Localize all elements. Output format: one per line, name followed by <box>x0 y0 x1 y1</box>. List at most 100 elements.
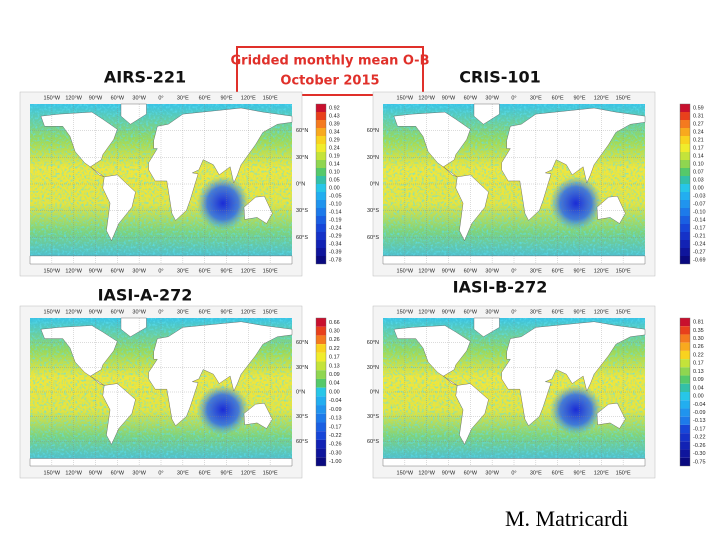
colorbar-segment <box>680 400 690 409</box>
colorbar-label: 0.59 <box>693 105 704 111</box>
colorbar-label: -0.26 <box>693 443 706 449</box>
colorbar-label: 0.26 <box>693 344 704 350</box>
colorbar-segment <box>316 387 326 397</box>
colorbar-frame <box>315 317 327 467</box>
lon-label: 60°E <box>199 268 211 274</box>
map-panel: 150°W 150°W 120°W 120°W 90°W 90°W 60°W 60°W 30°W… <box>367 305 706 479</box>
colorbar-segment <box>316 431 326 440</box>
continent <box>243 195 273 224</box>
colorbar-label: 0.29 <box>329 137 340 143</box>
lon-label: 0° <box>158 95 163 101</box>
colorbar-segment <box>680 441 690 450</box>
lon-label: 90°E <box>574 470 586 476</box>
lon-label: 150°W <box>44 309 61 315</box>
colorbar-segment <box>316 361 326 371</box>
colorbar-label: -0.17 <box>693 225 706 231</box>
colorbar-segment <box>316 160 326 168</box>
lon-label: 150°W <box>397 268 414 274</box>
lon-label: 30°W <box>132 268 146 274</box>
colorbar-label: 0.26 <box>329 337 340 343</box>
lon-label: 90°W <box>89 95 103 101</box>
colorbar-label: -0.09 <box>693 410 706 416</box>
colorbar-segment <box>316 370 326 379</box>
colorbar-label: 0.21 <box>693 137 704 143</box>
lon-label: 120°W <box>418 268 435 274</box>
lon-label: 0° <box>158 470 163 476</box>
colorbar-label: -0.10 <box>693 209 706 215</box>
continent <box>596 403 626 429</box>
colorbar-segment <box>316 216 326 224</box>
colorbar-segment <box>680 112 690 120</box>
map-panel: 150°W 150°W 120°W 120°W 90°W 90°W 60°W 60°W 30°W… <box>367 91 706 277</box>
lon-label: 30°E <box>177 470 189 476</box>
lon-label: 30°W <box>485 470 499 476</box>
lon-label: 90°W <box>89 268 103 274</box>
colorbar-segment <box>680 433 690 442</box>
colorbar-label: -0.30 <box>329 450 342 456</box>
lon-label: 150°W <box>397 470 414 476</box>
colorbar-label: -0.26 <box>329 442 342 448</box>
colorbar-segment <box>316 457 326 466</box>
continent <box>148 107 293 221</box>
colorbar-segment <box>680 342 690 351</box>
continent <box>393 325 471 386</box>
continent <box>120 317 147 337</box>
continent <box>473 103 500 125</box>
colorbar-label: 0.14 <box>693 153 704 159</box>
colorbar-label: 0.09 <box>329 372 340 378</box>
colorbar-label: 0.35 <box>693 328 704 334</box>
lon-label: 120°E <box>241 309 256 315</box>
colorbar-label: 0.30 <box>693 336 704 342</box>
colorbar-label: -0.22 <box>329 433 342 439</box>
colorbar-segment <box>316 144 326 152</box>
colorbar-segment <box>680 224 690 232</box>
colorbar-label: 0.07 <box>693 169 704 175</box>
colorbar-frame <box>679 317 691 467</box>
colorbar-label: 0.27 <box>693 121 704 127</box>
continent <box>501 321 646 427</box>
colorbar-label: 0.03 <box>693 177 704 183</box>
lon-label: 150°E <box>263 95 278 101</box>
colorbar-label: 0.17 <box>329 355 340 361</box>
colorbar-segment <box>680 457 690 466</box>
colorbar-label: 0.31 <box>693 113 704 119</box>
colorbar-label: 0.04 <box>693 385 704 391</box>
colorbar-frame <box>679 103 691 265</box>
lon-label: 150°E <box>616 309 631 315</box>
colorbar-label: 0.92 <box>329 105 340 111</box>
colorbar-segment <box>680 200 690 208</box>
colorbar-segment <box>316 192 326 200</box>
colorbar-label: -0.13 <box>693 418 706 424</box>
colorbar-segment <box>316 248 326 256</box>
colorbar-label: 0.24 <box>693 129 704 135</box>
colorbar-label: 0.10 <box>329 169 340 175</box>
map-panel: 150°W 150°W 120°W 120°W 90°W 90°W 60°W 60°W 30°W… <box>19 91 342 277</box>
lon-label: 30°E <box>530 309 542 315</box>
colorbar-segment <box>316 352 326 362</box>
lon-label: 120°W <box>65 309 82 315</box>
colorbar-segment <box>680 424 690 434</box>
lon-label: 120°E <box>594 95 609 101</box>
lon-label: 90°E <box>221 95 233 101</box>
colorbar-label: 0.00 <box>329 389 340 395</box>
colorbar-segment <box>680 383 690 392</box>
colorbar-segment <box>680 192 690 200</box>
colorbar-segment <box>316 326 326 336</box>
lat-label: 0°N <box>296 389 305 395</box>
continent <box>102 383 136 445</box>
continent <box>473 317 500 337</box>
colorbar-segment <box>680 375 690 384</box>
lon-label: 120°E <box>241 470 256 476</box>
colorbar-segment <box>680 128 690 136</box>
colorbar-segment <box>680 152 690 160</box>
author: M. Matricardi <box>505 506 628 531</box>
lon-label: 0° <box>511 309 516 315</box>
lon-label: 0° <box>511 470 516 476</box>
colorbar-label: 0.43 <box>329 113 340 119</box>
colorbar-segment <box>680 416 690 425</box>
colorbar-segment <box>316 240 326 248</box>
continent <box>148 321 293 427</box>
lon-label: 30°W <box>132 309 146 315</box>
colorbar-segment <box>680 136 690 144</box>
lon-label: 60°W <box>464 268 478 274</box>
